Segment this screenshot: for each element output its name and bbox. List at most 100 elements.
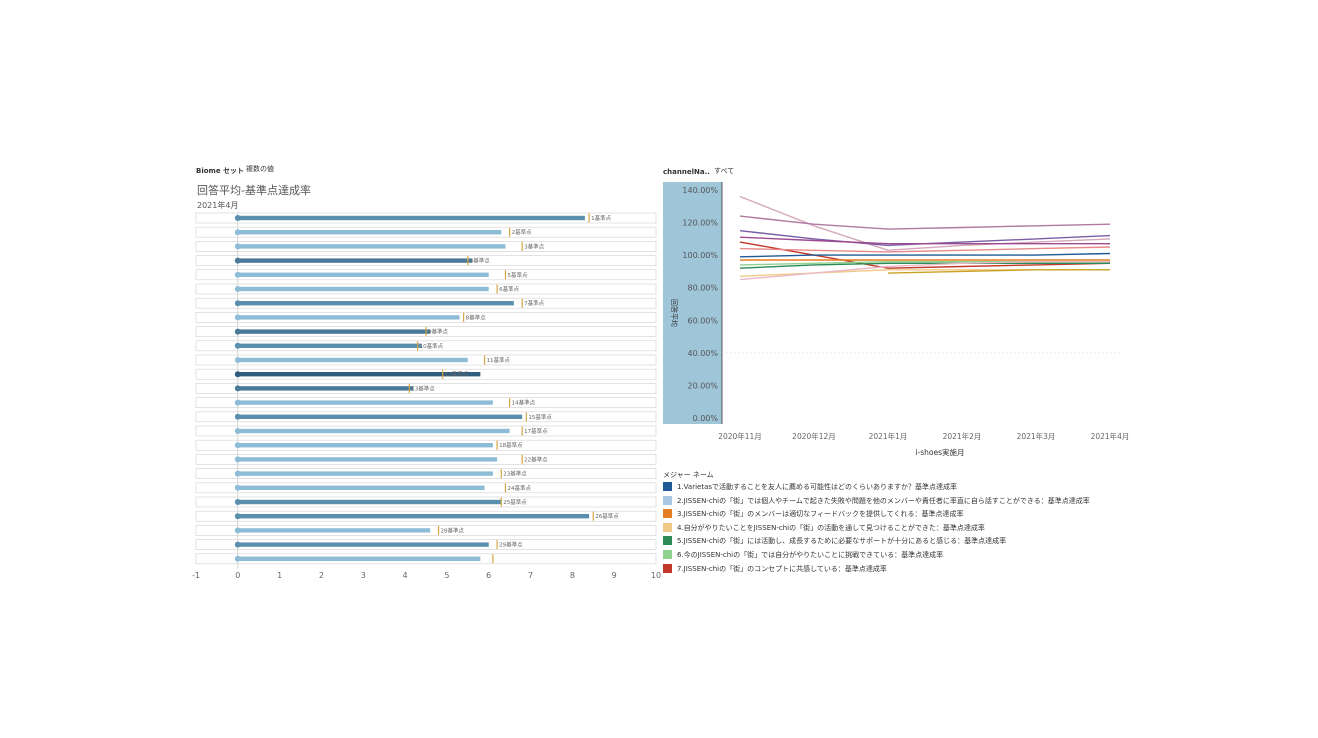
- bar: [237, 528, 431, 533]
- reference-label: 1基準点: [591, 214, 611, 222]
- bar: [237, 258, 472, 263]
- x-tick-label: 2: [319, 571, 324, 580]
- y-tick-label: 40.00%: [687, 349, 718, 358]
- bar: [237, 400, 493, 405]
- legend-swatch: [663, 522, 672, 532]
- reference-label: 22基準点: [524, 455, 548, 463]
- bar-row-box: [195, 468, 657, 479]
- x-tick-label: 10: [651, 571, 661, 580]
- bar-start-dot: [234, 243, 241, 250]
- reference-label: 24基準点: [507, 484, 531, 492]
- bar: [237, 386, 414, 391]
- bar-start-dot: [234, 399, 241, 406]
- y-axis-title: 回答平均: [670, 299, 679, 327]
- bar-row-box: [195, 525, 657, 536]
- bar-row-box: [195, 297, 657, 309]
- reference-label: 3基準点: [524, 242, 544, 250]
- bar-row-box: [195, 454, 657, 465]
- bar-row-box: [195, 226, 657, 238]
- biome-set-filter-value[interactable]: 複数の値: [246, 165, 274, 173]
- legend-title: メジャー ネーム: [663, 471, 714, 479]
- legend: メジャー ネーム 1.Varietasで活動することを友人に薦める可能性はどのく…: [663, 470, 1123, 580]
- bar: [237, 514, 590, 519]
- bar-start-dot: [234, 300, 241, 307]
- y-tick-label: 80.00%: [687, 284, 718, 293]
- bar-row-box: [195, 397, 657, 408]
- bar: [237, 244, 506, 249]
- reference-label: 26基準点: [595, 512, 619, 520]
- legend-label: 4.自分がやりたいことをJISSEN-chiの「街」の活動を通して見つけることが…: [677, 523, 985, 532]
- reference-label: 5基準点: [507, 271, 527, 279]
- bar-start-dot: [234, 484, 241, 491]
- bar: [237, 272, 489, 277]
- x-tick-label: 2021年2月: [943, 431, 982, 441]
- bar-start-dot: [234, 314, 241, 321]
- bar: [237, 485, 485, 490]
- bar-start-dot: [234, 541, 241, 548]
- bar-start-dot: [234, 257, 241, 264]
- series-line: [887, 269, 1110, 274]
- bar-row-box: [195, 553, 657, 565]
- reference-label: 17基準点: [524, 427, 548, 435]
- series-line: [739, 215, 1111, 230]
- bar-start-dot: [234, 342, 241, 349]
- bar-start-dot: [234, 215, 241, 221]
- bar-start-dot: [234, 385, 241, 392]
- biome-set-filter-label: Biome セット: [196, 167, 245, 175]
- y-tick-label: 0.00%: [693, 414, 719, 423]
- bar: [237, 471, 493, 476]
- y-tick-label: 20.00%: [687, 381, 718, 390]
- legend-label: 2.JISSEN-chiの「街」では個人やチームで起きた失敗や問題を他のメンバー…: [677, 496, 1090, 505]
- x-tick-label: 7: [528, 571, 533, 580]
- chart-subtitle-month: 2021年4月: [197, 201, 239, 210]
- chart-title: 回答平均-基準点達成率: [197, 184, 311, 197]
- bar: [237, 301, 514, 306]
- reference-label: 9基準点: [428, 328, 448, 336]
- bar: [237, 286, 489, 292]
- bar-row-box: [195, 411, 657, 423]
- series-line: [739, 241, 1111, 269]
- bar-row-box: [195, 269, 657, 281]
- x-tick-label: 2021年4月: [1091, 431, 1130, 441]
- channel-filter-value[interactable]: すべて: [714, 167, 735, 175]
- reference-label: 12基準点: [445, 370, 469, 378]
- bar-row-box: [195, 340, 657, 352]
- bar-row-box: [195, 383, 657, 394]
- bar-row-box: [195, 482, 657, 494]
- y-tick-label: 100.00%: [682, 251, 718, 260]
- bar: [237, 215, 585, 221]
- bar-row-box: [195, 539, 657, 550]
- bar-start-dot: [234, 555, 241, 562]
- bar-row-box: [195, 439, 657, 451]
- bar-start-dot: [234, 229, 241, 236]
- bar: [237, 443, 493, 448]
- legend-swatch: [663, 563, 672, 573]
- legend-label: 5.JISSEN-chiの「街」には活動し、成長するために必要なサポートが十分に…: [677, 537, 1007, 546]
- reference-label: 13基準点: [411, 384, 435, 392]
- reference-label: 18基準点: [499, 441, 523, 449]
- x-axis-title: i-shoes実施月: [915, 447, 964, 457]
- bar: [237, 343, 422, 348]
- channel-filter-label: channelNa..: [663, 168, 710, 176]
- reference-label: 15基準点: [528, 413, 552, 421]
- reference-label: 23基準点: [503, 470, 527, 478]
- x-tick-label: -1: [192, 571, 200, 580]
- bar: [237, 315, 460, 320]
- x-tick-label: 2021年3月: [1017, 431, 1056, 441]
- legend-label: 1.Varietasで活動することを友人に薦める可能性はどのくらいありますか？基…: [677, 483, 958, 491]
- x-tick-label: 9: [612, 571, 617, 580]
- legend-swatch: [663, 482, 672, 491]
- bar-start-dot: [234, 357, 241, 363]
- legend-swatch: [663, 536, 672, 546]
- bar-start-dot: [234, 442, 241, 449]
- bar: [237, 499, 502, 505]
- bar: [237, 556, 481, 561]
- bar-start-dot: [234, 527, 241, 534]
- bar: [237, 457, 498, 462]
- reference-label: 2基準点: [512, 228, 532, 236]
- reference-label: 4基準点: [470, 257, 490, 265]
- x-tick-label: 8: [570, 571, 575, 580]
- bar-start-dot: [234, 456, 241, 463]
- x-tick-label: 1: [277, 571, 282, 580]
